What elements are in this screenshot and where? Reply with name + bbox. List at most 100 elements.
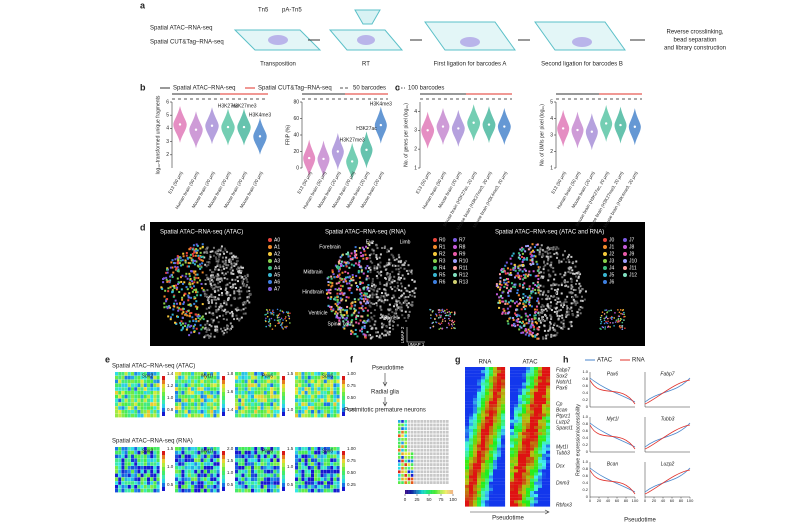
heatmap-cell	[501, 410, 506, 414]
gene-pixel	[238, 485, 242, 489]
tissue-pixel	[420, 459, 423, 463]
gene-pixel	[244, 450, 248, 455]
tissue-pixel	[206, 299, 209, 302]
gene-pixel	[333, 410, 337, 414]
tissue-pixel	[221, 305, 224, 308]
tissue-pixel	[210, 274, 213, 277]
tissue-pixel	[522, 331, 525, 334]
gene-pixel	[307, 413, 311, 418]
tissue-pixel	[385, 282, 388, 285]
colorbar	[421, 490, 423, 494]
gene-pixel	[147, 402, 150, 406]
colorbar-label: 1.4	[227, 407, 234, 412]
tissue-pixel	[196, 294, 199, 297]
colorbar	[222, 380, 225, 384]
tissue-pixel	[575, 260, 578, 263]
gene-pixel	[207, 387, 210, 391]
heatmap-cell	[469, 460, 474, 464]
tissue-pixel	[396, 315, 399, 318]
tissue-pixel	[439, 466, 443, 470]
tissue-pixel	[508, 317, 511, 320]
gene-pixel	[210, 379, 214, 384]
tissue-pixel	[345, 280, 348, 283]
gene-pixel	[314, 450, 318, 455]
gene-pixel	[336, 488, 340, 493]
tissue-pixel	[407, 481, 411, 484]
colorbar	[430, 490, 433, 494]
tissue-pixel	[380, 270, 383, 273]
tissue-pixel	[536, 327, 539, 330]
umap-point	[449, 319, 451, 322]
tissue-pixel	[530, 305, 533, 308]
tissue-pixel	[217, 297, 220, 300]
gene-pixel	[187, 481, 191, 485]
gene-pixel	[295, 413, 298, 418]
heatmap-cell	[526, 379, 531, 383]
tissue-pixel	[526, 299, 529, 302]
tissue-pixel	[339, 287, 342, 290]
legend-label: A1	[274, 244, 280, 250]
tissue-pixel	[214, 290, 217, 293]
tissue-pixel	[394, 303, 397, 306]
median	[619, 123, 622, 127]
tissue-pixel	[436, 459, 439, 463]
gene-pixel	[317, 402, 321, 406]
gene-pixel	[235, 379, 238, 384]
gene-pixel	[270, 473, 274, 478]
tissue-pixel	[510, 282, 513, 285]
gene-pixel	[153, 450, 157, 455]
gene-pixel	[317, 458, 321, 462]
tissue-pixel	[398, 474, 401, 477]
tissue-pixel	[216, 273, 219, 276]
tissue-pixel	[188, 281, 191, 284]
umap-point	[265, 320, 267, 323]
tissue-pixel	[407, 272, 410, 275]
tissue-pixel	[164, 289, 167, 292]
tissue-pixel	[390, 247, 393, 250]
gene-pixel	[175, 394, 178, 399]
tissue-pixel	[366, 295, 369, 298]
gene-pixel	[267, 413, 270, 418]
tissue-pixel	[584, 290, 587, 293]
tissue-pixel	[541, 248, 544, 251]
gene-pixel	[251, 379, 254, 384]
tissue-pixel	[241, 282, 244, 285]
tissue-pixel	[540, 244, 543, 247]
tissue-pixel	[377, 263, 380, 266]
heatmap-cell	[534, 429, 539, 433]
gene-pixel	[124, 402, 128, 406]
gene-pixel	[134, 402, 138, 406]
tissue-pixel	[232, 286, 235, 289]
tissue-pixel	[398, 438, 401, 441]
tissue-pixel	[397, 278, 400, 281]
heatmap-cell	[481, 373, 486, 377]
tissue-pixel	[370, 311, 373, 314]
tissue-pixel	[518, 314, 521, 317]
tissue-pixel	[187, 265, 190, 268]
tissue-pixel	[212, 280, 215, 283]
tissue-pixel	[568, 291, 571, 294]
tissue-pixel	[384, 298, 387, 301]
tissue-pixel	[209, 281, 212, 284]
tissue-pixel	[171, 290, 174, 293]
gene-pixel	[134, 394, 138, 399]
gene-pixel	[124, 410, 128, 414]
tissue-pixel	[553, 289, 556, 292]
gene-pixel	[241, 372, 245, 376]
gene-pixel	[143, 394, 147, 399]
tissue-pixel	[363, 292, 366, 295]
umap-point	[435, 321, 438, 324]
tissue-pixel	[408, 269, 411, 272]
gene-pixel	[323, 402, 327, 406]
tissue-pixel	[394, 289, 397, 292]
gene-pixel	[330, 413, 334, 418]
gene-pixel	[118, 372, 122, 376]
tissue-pixel	[436, 434, 439, 438]
tissue-pixel	[193, 302, 196, 305]
heatmap-cell	[481, 441, 486, 445]
gene-pixel	[210, 447, 214, 451]
tissue-pixel	[563, 325, 566, 328]
tissue-pixel	[226, 327, 229, 330]
heatmap-cell	[542, 370, 547, 374]
tissue-pixel	[411, 294, 414, 297]
